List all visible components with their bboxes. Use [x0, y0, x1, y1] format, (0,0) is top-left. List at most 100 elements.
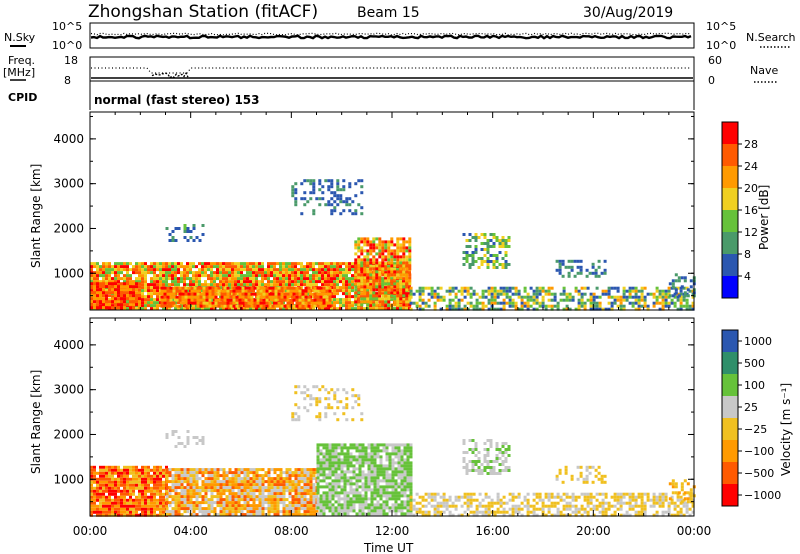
power-cell	[553, 298, 557, 302]
velocity-cell	[312, 468, 316, 472]
velocity-cell	[355, 485, 359, 489]
velocity-cell	[255, 483, 259, 487]
velocity-cell	[358, 476, 362, 480]
velocity-cell	[159, 495, 162, 499]
power-cell	[634, 307, 638, 311]
velocity-cell	[340, 503, 344, 507]
power-cell	[304, 298, 308, 302]
velocity-cell	[183, 492, 187, 496]
power-cell	[402, 249, 406, 253]
velocity-cell	[385, 464, 389, 468]
power-cell	[247, 298, 251, 302]
power-cell	[354, 182, 358, 186]
velocity-cell	[358, 506, 362, 510]
power-cell	[664, 301, 668, 305]
velocity-cell	[276, 495, 280, 499]
power-cell	[333, 262, 336, 266]
power-cell	[214, 289, 218, 293]
velocity-cell	[201, 510, 205, 514]
power-cell	[499, 289, 503, 293]
power-cell	[105, 285, 108, 289]
power-cell	[178, 295, 182, 299]
power-cell	[393, 264, 397, 268]
velocity-cell	[126, 492, 129, 496]
velocity-cell	[123, 480, 126, 484]
power-cell	[670, 298, 674, 302]
power-cell	[405, 282, 409, 286]
power-cell	[384, 262, 387, 266]
power-cell	[390, 268, 393, 272]
power-cell	[372, 243, 376, 247]
velocity-cell	[316, 452, 320, 456]
power-cell	[184, 292, 188, 296]
velocity-cell	[159, 504, 162, 508]
velocity-cell	[99, 495, 102, 499]
velocity-cell	[379, 455, 383, 459]
velocity-cell	[144, 471, 147, 475]
power-cell	[415, 301, 419, 305]
velocity-cell	[219, 510, 223, 514]
power-cell	[183, 265, 186, 269]
velocity-cell	[204, 498, 208, 502]
power-cell	[105, 277, 108, 281]
velocity-cell	[328, 446, 332, 450]
velocity-cell	[213, 471, 217, 475]
velocity-cell	[370, 449, 374, 453]
power-cell	[399, 285, 403, 289]
power-cell	[495, 239, 499, 242]
power-cell	[571, 298, 575, 302]
velocity-cell	[243, 507, 247, 511]
velocity-cell	[180, 507, 184, 511]
velocity-cell	[337, 467, 341, 471]
power-cell	[674, 291, 678, 295]
velocity-cell	[111, 510, 114, 514]
velocity-cell	[358, 503, 362, 507]
power-cell	[249, 283, 252, 287]
power-cell	[405, 240, 409, 244]
power-cell	[244, 298, 248, 302]
velocity-cell	[213, 501, 217, 505]
velocity-cell	[156, 507, 159, 511]
power-cell	[175, 286, 179, 290]
power-cell	[390, 277, 393, 281]
velocity-cell	[234, 477, 238, 481]
power-cell	[369, 288, 373, 292]
power-cell	[613, 295, 617, 299]
power-cell	[585, 274, 589, 278]
velocity-cell	[207, 468, 211, 472]
velocity-cell	[156, 465, 159, 469]
velocity-cell	[352, 464, 356, 468]
velocity-cell	[96, 498, 99, 502]
power-cell	[481, 295, 485, 299]
velocity-cell	[117, 498, 120, 502]
power-cell	[325, 301, 329, 305]
power-cell	[114, 268, 117, 272]
power-cell	[483, 242, 487, 245]
power-cell	[241, 298, 245, 302]
power-cell	[354, 282, 358, 286]
power-cell	[345, 307, 348, 311]
power-cell	[375, 285, 379, 289]
velocity-cell	[316, 461, 320, 465]
power-cell	[291, 265, 294, 269]
velocity-cell	[237, 492, 241, 496]
noise-sky-trace	[90, 34, 692, 40]
power-cell	[499, 301, 503, 305]
velocity-cell	[358, 464, 362, 468]
power-cell	[204, 271, 207, 275]
velocity-cell	[379, 467, 383, 471]
power-cell	[292, 298, 296, 302]
power-cell	[372, 249, 376, 253]
velocity-cell	[400, 467, 404, 471]
velocity-cell	[340, 476, 344, 480]
power-cell	[288, 283, 291, 287]
velocity-cell	[195, 495, 199, 499]
velocity-cell	[216, 489, 220, 493]
power-cell	[93, 306, 96, 310]
power-cell	[471, 254, 475, 257]
velocity-cell	[96, 480, 99, 484]
velocity-cell	[403, 467, 407, 471]
power-cell	[499, 286, 503, 290]
power-cell	[433, 307, 437, 311]
